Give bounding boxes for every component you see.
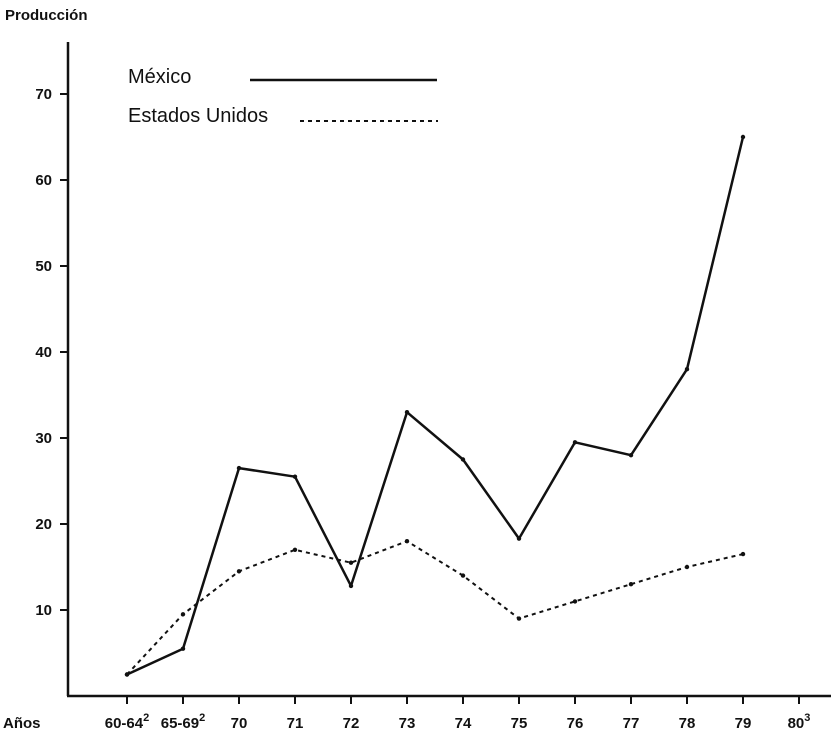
- y-tick-label: 40: [35, 344, 52, 361]
- series-group: [124, 134, 746, 677]
- x-tick-label-text: 73: [399, 715, 416, 732]
- x-tick-label: 75: [511, 715, 528, 732]
- x-tick-footnote: 2: [143, 712, 149, 724]
- data-point-mexico: [460, 457, 466, 462]
- x-tick-label-text: 70: [231, 715, 248, 732]
- legend-item-estados-unidos: Estados Unidos: [128, 105, 438, 127]
- data-point-estados-unidos: [572, 599, 578, 604]
- x-tick-label: 65-692: [161, 712, 206, 732]
- y-tick-label: 60: [35, 172, 52, 189]
- y-axis-ticks: 10 20 30 40 50 60 70: [35, 86, 68, 619]
- x-tick-label: 60-642: [105, 712, 150, 732]
- data-point-estados-unidos: [628, 582, 634, 587]
- data-point-estados-unidos: [236, 569, 242, 574]
- x-tick-label-text: 79: [735, 715, 752, 732]
- x-tick-label: 70: [231, 715, 248, 732]
- x-tick-label: 77: [623, 715, 640, 732]
- data-point-estados-unidos: [516, 616, 522, 621]
- x-tick-label-text: 78: [679, 715, 696, 732]
- x-tick-footnote: 2: [199, 712, 205, 724]
- data-point-mexico: [236, 465, 242, 471]
- data-point-estados-unidos: [180, 612, 186, 617]
- y-tick-label: 30: [35, 430, 52, 447]
- data-point-mexico: [516, 536, 522, 541]
- x-tick-label: 72: [343, 715, 360, 732]
- x-tick-label-text: 74: [455, 715, 472, 732]
- data-point-estados-unidos: [348, 560, 354, 565]
- data-point-estados-unidos: [684, 564, 690, 570]
- x-tick-label-text: 75: [511, 715, 528, 732]
- y-tick-label: 10: [35, 602, 52, 619]
- x-tick-label: 78: [679, 715, 696, 732]
- data-point-mexico: [684, 367, 690, 372]
- data-point-mexico: [180, 646, 186, 651]
- data-point-mexico: [404, 410, 410, 415]
- x-tick-label: 71: [287, 715, 304, 732]
- series-line-estados-unidos: [126, 540, 744, 676]
- x-tick-label-text: 80: [788, 715, 805, 732]
- data-point-mexico: [292, 474, 298, 479]
- x-tick-label: 73: [399, 715, 416, 732]
- legend: México Estados Unidos: [128, 66, 438, 127]
- series-line-mexico: [126, 136, 745, 676]
- x-tick-label-text: 60-64: [105, 715, 144, 732]
- x-axis-title: Años: [3, 715, 41, 732]
- x-tick-label-text: 76: [567, 715, 584, 732]
- data-point-estados-unidos: [404, 539, 410, 544]
- data-point-estados-unidos: [292, 547, 298, 552]
- x-tick-footnote: 3: [804, 712, 810, 724]
- data-point-estados-unidos: [740, 551, 746, 557]
- y-tick-label: 20: [35, 516, 52, 533]
- x-axis-ticks: 60-642 65-692 70 71 72 73 74 75 76 77 78 79 803: [105, 696, 811, 732]
- y-tick-label: 70: [35, 86, 52, 103]
- x-tick-label-text: 71: [287, 715, 304, 732]
- data-point-mexico: [572, 440, 578, 445]
- x-tick-label-text: 65-69: [161, 715, 199, 732]
- data-point-estados-unidos: [460, 573, 466, 578]
- x-tick-label: 76: [567, 715, 584, 732]
- x-tick-label-text: 77: [623, 715, 640, 732]
- data-point-mexico: [740, 134, 746, 140]
- data-point-mexico: [628, 453, 634, 458]
- x-tick-label-text: 72: [343, 715, 360, 732]
- legend-label-estados-unidos: Estados Unidos: [128, 105, 268, 127]
- x-tick-label: 803: [788, 712, 811, 732]
- data-point-mexico: [348, 583, 354, 589]
- y-tick-label: 50: [35, 258, 52, 275]
- y-axis-title: Producción: [5, 7, 88, 24]
- data-point-estados-unidos: [124, 672, 130, 677]
- legend-item-mexico: México: [128, 66, 437, 88]
- legend-label-mexico: México: [128, 66, 191, 88]
- x-tick-label: 74: [455, 715, 472, 732]
- x-tick-label: 79: [735, 715, 752, 732]
